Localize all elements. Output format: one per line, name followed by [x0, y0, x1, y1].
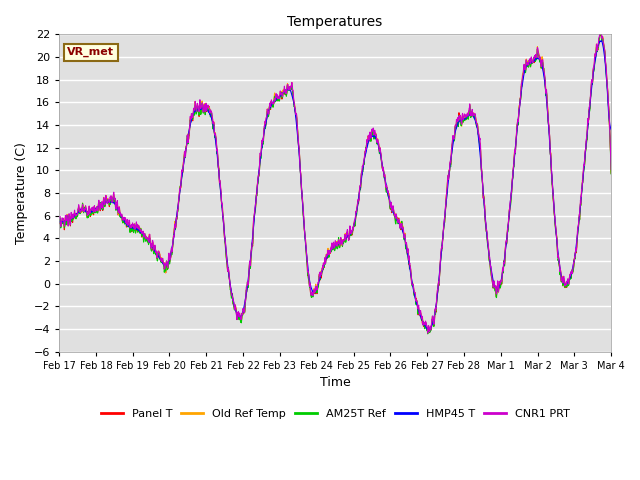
AM25T Ref: [424, 331, 431, 337]
Panel T: [597, 28, 605, 34]
Old Ref Temp: [490, 278, 498, 284]
HMP45 T: [83, 209, 91, 215]
Old Ref Temp: [424, 331, 431, 336]
HMP45 T: [607, 127, 615, 132]
CNR1 PRT: [309, 293, 317, 299]
CNR1 PRT: [83, 212, 91, 218]
CNR1 PRT: [324, 252, 332, 257]
AM25T Ref: [591, 55, 599, 60]
Old Ref Temp: [591, 52, 599, 58]
AM25T Ref: [83, 215, 91, 221]
HMP45 T: [309, 289, 317, 295]
AM25T Ref: [596, 29, 604, 35]
Old Ref Temp: [324, 247, 332, 253]
Old Ref Temp: [591, 52, 599, 58]
Text: VR_met: VR_met: [67, 47, 115, 57]
Panel T: [591, 53, 599, 59]
CNR1 PRT: [490, 278, 498, 284]
AM25T Ref: [309, 294, 317, 300]
Panel T: [324, 251, 332, 257]
CNR1 PRT: [591, 51, 599, 57]
Old Ref Temp: [55, 215, 63, 221]
Y-axis label: Temperature (C): Temperature (C): [15, 142, 28, 244]
HMP45 T: [55, 219, 63, 225]
Panel T: [591, 52, 599, 58]
HMP45 T: [490, 280, 498, 286]
AM25T Ref: [324, 252, 332, 258]
HMP45 T: [591, 58, 599, 64]
Line: Old Ref Temp: Old Ref Temp: [59, 29, 611, 334]
X-axis label: Time: Time: [320, 376, 351, 389]
Line: CNR1 PRT: CNR1 PRT: [59, 30, 611, 333]
Legend: Panel T, Old Ref Temp, AM25T Ref, HMP45 T, CNR1 PRT: Panel T, Old Ref Temp, AM25T Ref, HMP45 …: [96, 405, 574, 423]
Old Ref Temp: [607, 169, 615, 175]
AM25T Ref: [55, 217, 63, 223]
AM25T Ref: [591, 54, 599, 60]
CNR1 PRT: [591, 52, 599, 58]
CNR1 PRT: [424, 330, 431, 336]
Panel T: [55, 221, 63, 227]
Panel T: [607, 170, 615, 176]
CNR1 PRT: [55, 215, 63, 220]
AM25T Ref: [490, 278, 498, 284]
Panel T: [490, 278, 498, 284]
HMP45 T: [597, 38, 605, 44]
Title: Temperatures: Temperatures: [287, 15, 383, 29]
Line: Panel T: Panel T: [59, 31, 611, 332]
HMP45 T: [324, 253, 332, 259]
AM25T Ref: [607, 171, 615, 177]
HMP45 T: [425, 326, 433, 332]
Line: AM25T Ref: AM25T Ref: [59, 32, 611, 334]
Panel T: [83, 215, 91, 220]
Old Ref Temp: [596, 26, 604, 32]
CNR1 PRT: [597, 27, 605, 33]
Old Ref Temp: [83, 214, 91, 220]
Old Ref Temp: [309, 293, 317, 299]
Line: HMP45 T: HMP45 T: [59, 41, 611, 329]
CNR1 PRT: [607, 167, 615, 172]
HMP45 T: [591, 57, 599, 62]
Panel T: [424, 329, 431, 335]
Panel T: [309, 292, 317, 298]
